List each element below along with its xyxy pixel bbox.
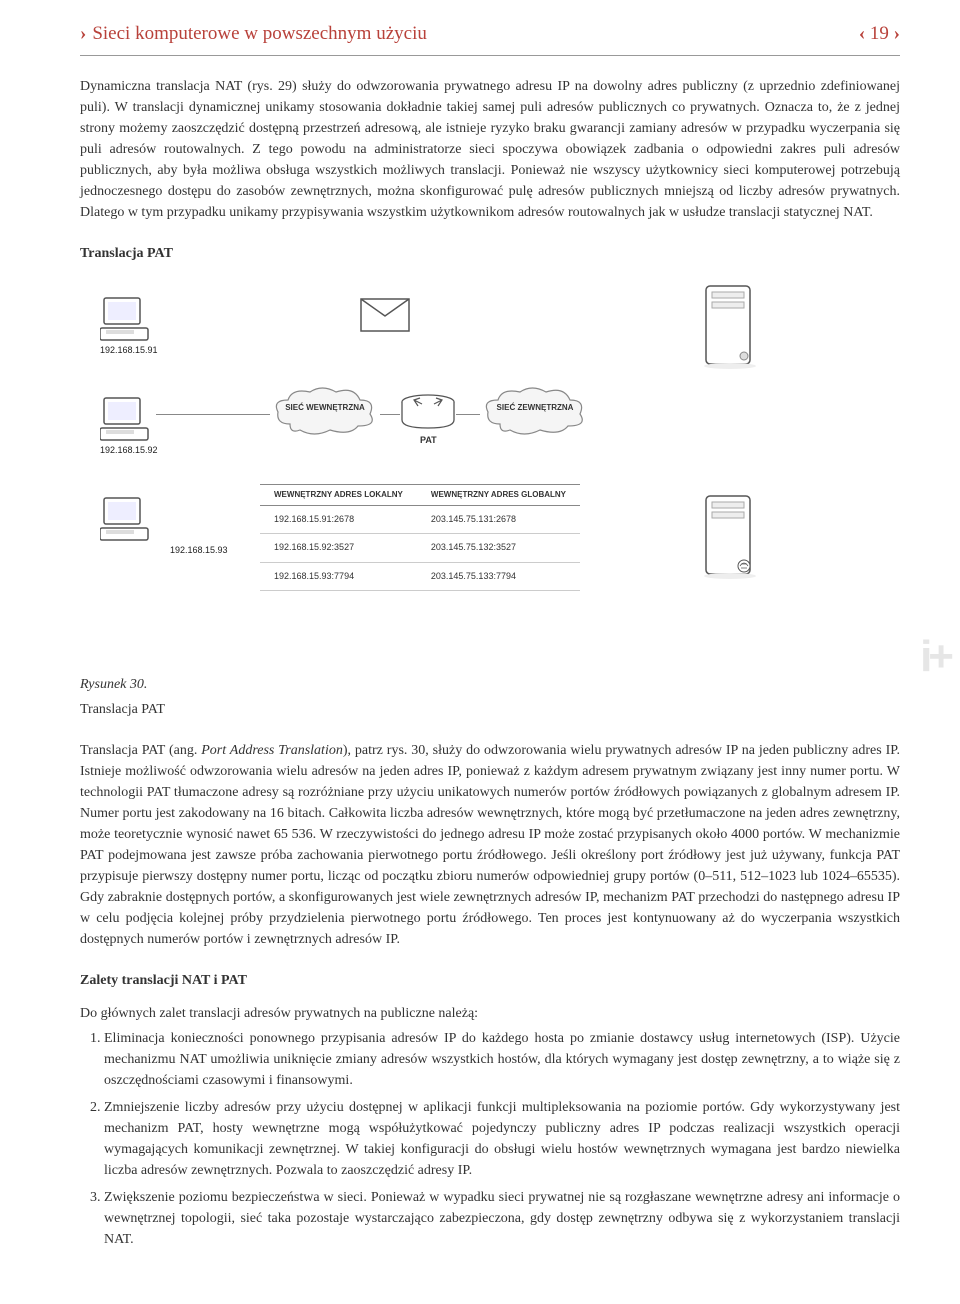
list-item: Zwiększenie poziomu bezpieczeństwa w sie… xyxy=(104,1187,900,1250)
server-icon xyxy=(700,284,760,370)
watermark-iplus: i+ xyxy=(920,624,950,690)
computer-icon xyxy=(100,494,156,542)
header-title: ›Sieci komputerowe w powszechnym użyciu xyxy=(80,20,427,49)
envelope-icon xyxy=(360,298,410,332)
list-item: Zmniejszenie liczby adresów przy użyciu … xyxy=(104,1097,900,1181)
benefits-intro: Do głównych zalet translacji adresów pry… xyxy=(80,1003,900,1024)
table-row: 192.168.15.92:3527203.145.75.132:3527 xyxy=(260,534,580,563)
table-header: WEWNĘTRZNY ADRES GLOBALNY xyxy=(417,484,580,505)
section-title-pat: Translacja PAT xyxy=(80,243,900,264)
ip-label: 192.168.15.92 xyxy=(100,444,158,458)
cloud-label-internal: SIEĆ WEWNĘTRZNA xyxy=(270,402,380,414)
computer-icon xyxy=(100,294,156,342)
table-header: WEWNĘTRZNY ADRES LOKALNY xyxy=(260,484,417,505)
ip-label: 192.168.15.93 xyxy=(170,544,228,558)
page-number: ‹ 19 › xyxy=(859,20,900,49)
table-row: 192.168.15.91:2678203.145.75.131:2678 xyxy=(260,505,580,534)
figure-caption: Rysunek 30. xyxy=(80,674,900,695)
benefits-list: Eliminacja konieczności ponownego przypi… xyxy=(80,1028,900,1250)
paragraph-pat: Translacja PAT (ang. Port Address Transl… xyxy=(80,740,900,950)
router-label: PAT xyxy=(420,434,437,448)
paragraph-nat-dynamic: Dynamiczna translacja NAT (rys. 29) służ… xyxy=(80,76,900,223)
table-row: 192.168.15.93:7794203.145.75.133:7794 xyxy=(260,562,580,591)
figure-caption-sub: Translacja PAT xyxy=(80,699,900,720)
computer-icon xyxy=(100,394,156,442)
diagram-pat: 192.168.15.91 192.168.15.92 192.168.15.9… xyxy=(80,284,900,664)
router-icon xyxy=(400,394,456,430)
page-header: ›Sieci komputerowe w powszechnym użyciu … xyxy=(80,20,900,56)
server-icon xyxy=(700,494,760,580)
ip-label: 192.168.15.91 xyxy=(100,344,158,358)
cloud-label-external: SIEĆ ZEWNĘTRZNA xyxy=(480,402,590,414)
nat-table: WEWNĘTRZNY ADRES LOKALNY WEWNĘTRZNY ADRE… xyxy=(260,484,580,592)
list-item: Eliminacja konieczności ponownego przypi… xyxy=(104,1028,900,1091)
section-title-benefits: Zalety translacji NAT i PAT xyxy=(80,970,900,991)
